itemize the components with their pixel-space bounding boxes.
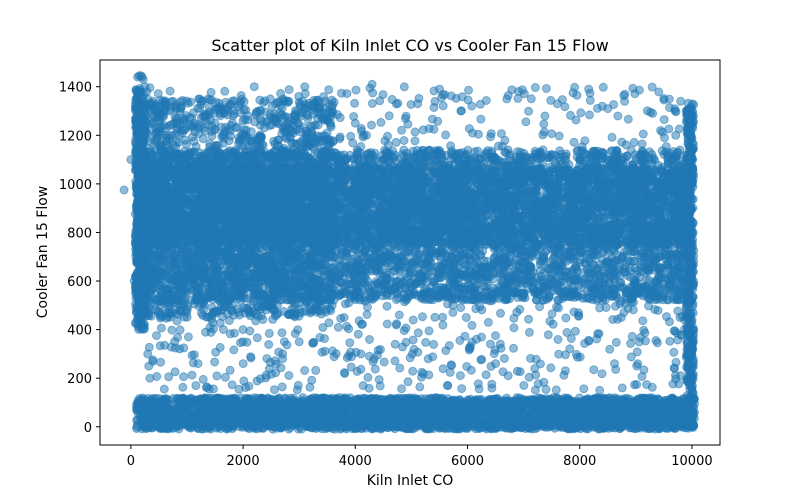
data-point	[638, 248, 648, 258]
data-point	[553, 249, 562, 258]
data-point	[643, 267, 653, 277]
data-point	[675, 145, 685, 155]
data-point	[637, 256, 647, 266]
data-point	[342, 252, 352, 262]
data-point	[454, 274, 464, 284]
chart-title: Scatter plot of Kiln Inlet CO vs Cooler …	[211, 36, 608, 55]
data-point	[542, 294, 552, 304]
data-point	[430, 251, 440, 260]
data-point	[630, 246, 640, 256]
scatter-points	[119, 71, 699, 434]
